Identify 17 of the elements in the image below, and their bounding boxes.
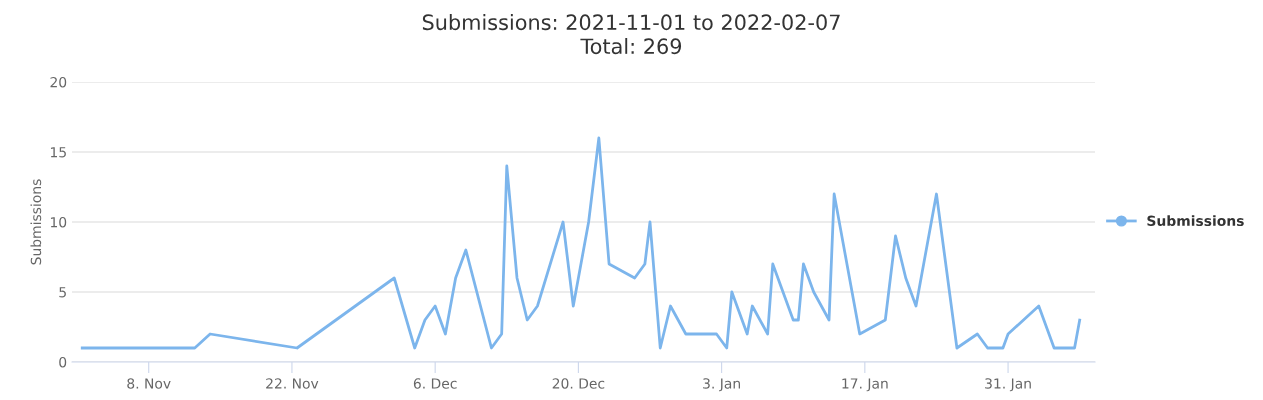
- x-tick-label: 20. Dec: [552, 378, 605, 389]
- x-tick-label: 22. Nov: [266, 378, 319, 389]
- chart-title: Submissions: 2021-11-01 to 2022-02-07: [422, 14, 840, 31]
- x-tick-label: 6. Dec: [413, 378, 457, 389]
- y-tick-label: 5: [59, 287, 66, 298]
- x-tick-label: 8. Nov: [127, 378, 171, 389]
- x-tick-label: 17. Jan: [842, 378, 888, 392]
- y-tick-label: 15: [50, 147, 66, 158]
- x-tick-label: 3. Jan: [703, 378, 740, 392]
- y-tick-label: 20: [50, 76, 67, 88]
- y-axis-title: Submissions: [30, 179, 42, 265]
- line-series: [80, 136, 1082, 350]
- legend-label: Submissions: [1147, 215, 1244, 227]
- chart-subtitle: Total: 269: [580, 38, 682, 55]
- y-tick-label: 10: [50, 216, 67, 228]
- x-tick-label: 31. Jan: [985, 378, 1031, 392]
- y-tick-label: 0: [59, 356, 67, 368]
